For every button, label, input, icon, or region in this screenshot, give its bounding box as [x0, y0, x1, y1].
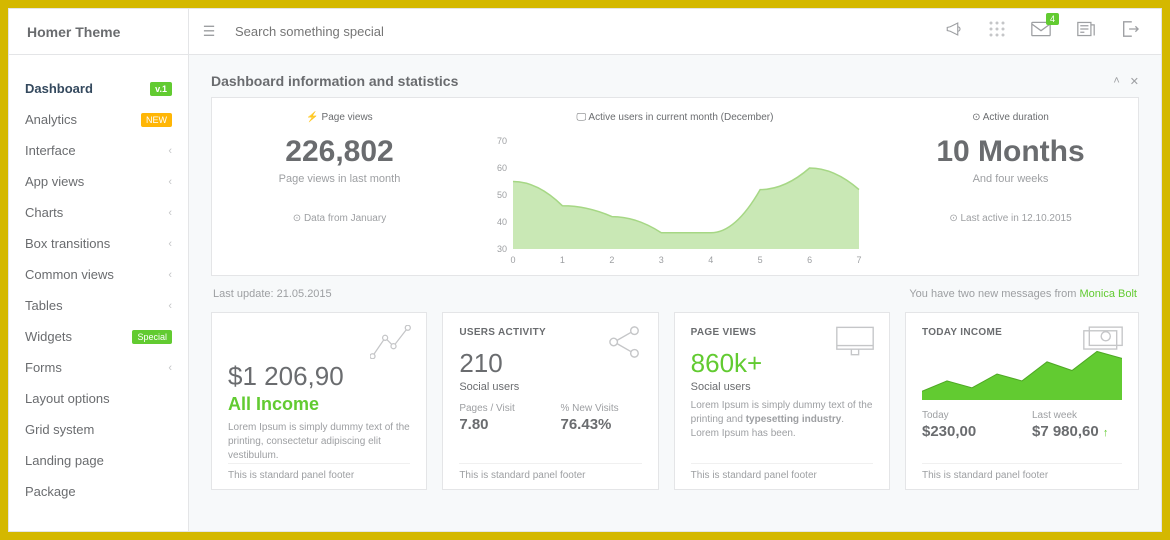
svg-text:3: 3 — [659, 255, 664, 265]
logout-icon[interactable] — [1121, 20, 1139, 43]
sidebar: Dashboardv.1AnalyticsNEWInterface‹App vi… — [9, 55, 189, 531]
brand-logo: Homer Theme — [9, 9, 189, 54]
menu-toggle-icon[interactable]: ☰ — [189, 23, 229, 40]
sidebar-item-forms[interactable]: Forms‹ — [9, 352, 188, 383]
today-col2-label: Last week — [1032, 410, 1122, 421]
page-title: Dashboard information and statistics — [211, 73, 458, 89]
card-users-activity: USERS ACTIVITY 210 Social users Pages / … — [442, 312, 658, 490]
monitor-icon — [835, 325, 875, 362]
users-col1-val: 7.80 — [459, 416, 540, 433]
svg-text:0: 0 — [510, 255, 515, 265]
collapse-icon[interactable]: ˄ — [1113, 75, 1119, 88]
pageviews-desc: Lorem Ipsum is simply dummy text of the … — [691, 399, 873, 441]
hero-panel: ⚡ Page views 226,802 Page views in last … — [211, 97, 1139, 276]
messages-sender-link[interactable]: Monica Bolt — [1080, 288, 1137, 300]
svg-text:5: 5 — [758, 255, 763, 265]
today-col1-val: $230,00 — [922, 423, 1012, 440]
hero-right-foot: ⊙ Last active in 12.10.2015 — [901, 213, 1120, 224]
sidebar-item-widgets[interactable]: WidgetsSpecial — [9, 321, 188, 352]
svg-text:70: 70 — [497, 136, 507, 146]
card-page-views: PAGE VIEWS 860k+ Social users Lorem Ipsu… — [674, 312, 890, 490]
sidebar-item-layout-options[interactable]: Layout options — [9, 383, 188, 414]
card-today-income: TODAY INCOME Today$230,00 Last week$7 98… — [905, 312, 1139, 490]
svg-text:60: 60 — [497, 163, 507, 173]
sidebar-item-analytics[interactable]: AnalyticsNEW — [9, 104, 188, 135]
search-input[interactable] — [229, 18, 529, 45]
pageviews-footer: This is standard panel footer — [691, 463, 873, 481]
messages-icon[interactable]: 4 — [1031, 21, 1051, 42]
sidebar-item-dashboard[interactable]: Dashboardv.1 — [9, 73, 188, 104]
newspaper-icon[interactable] — [1077, 21, 1095, 42]
hero-right-value: 10 Months — [901, 135, 1120, 169]
today-col2-val: $7 980,60 ↑ — [1032, 423, 1122, 440]
svg-text:7: 7 — [856, 255, 861, 265]
sidebar-item-box-transitions[interactable]: Box transitions‹ — [9, 228, 188, 259]
analytics-icon — [370, 325, 412, 364]
income-title: All Income — [228, 394, 410, 415]
hero-left-value: 226,802 — [230, 135, 449, 169]
svg-text:40: 40 — [497, 217, 507, 227]
svg-text:6: 6 — [807, 255, 812, 265]
hero-right-label: ⊙ Active duration — [901, 112, 1120, 123]
messages-badge: 4 — [1046, 13, 1059, 25]
sidebar-item-package[interactable]: Package — [9, 476, 188, 507]
announce-icon[interactable] — [945, 21, 963, 42]
active-users-chart: 30 40 50 60 70 0 1 2 3 4 5 6 7 — [485, 135, 865, 265]
income-footer: This is standard panel footer — [228, 463, 410, 481]
hero-right-sub: And four weeks — [901, 173, 1120, 185]
users-col2-label: % New Visits — [561, 403, 642, 414]
svg-text:4: 4 — [708, 255, 713, 265]
cash-icon — [1082, 325, 1124, 358]
sidebar-item-app-views[interactable]: App views‹ — [9, 166, 188, 197]
pageviews-sub: Social users — [691, 381, 873, 393]
users-col2-val: 76.43% — [561, 416, 642, 433]
svg-text:1: 1 — [560, 255, 565, 265]
apps-grid-icon[interactable] — [989, 21, 1005, 42]
sidebar-item-tables[interactable]: Tables‹ — [9, 290, 188, 321]
card-all-income: $1 206,90 All Income Lorem Ipsum is simp… — [211, 312, 427, 490]
sidebar-item-common-views[interactable]: Common views‹ — [9, 259, 188, 290]
hero-left-sub: Page views in last month — [230, 173, 449, 185]
search-container — [229, 18, 945, 45]
sidebar-item-charts[interactable]: Charts‹ — [9, 197, 188, 228]
users-col1-label: Pages / Visit — [459, 403, 540, 414]
users-footer: This is standard panel footer — [459, 463, 641, 481]
svg-text:2: 2 — [609, 255, 614, 265]
hero-left-foot: ⊙ Data from January — [230, 213, 449, 224]
sidebar-item-landing-page[interactable]: Landing page — [9, 445, 188, 476]
today-col1-label: Today — [922, 410, 1012, 421]
income-value: $1 206,90 — [228, 361, 410, 392]
svg-text:50: 50 — [497, 190, 507, 200]
users-sub: Social users — [459, 381, 641, 393]
sidebar-item-interface[interactable]: Interface‹ — [9, 135, 188, 166]
hero-mid-label: 🖵 Active users in current month (Decembe… — [485, 112, 865, 123]
income-desc: Lorem Ipsum is simply dummy text of the … — [228, 421, 410, 463]
today-footer: This is standard panel footer — [922, 463, 1122, 481]
close-icon[interactable]: ✕ — [1130, 75, 1139, 88]
svg-text:30: 30 — [497, 244, 507, 254]
share-icon — [606, 325, 644, 364]
last-update: Last update: 21.05.2015 — [213, 288, 332, 300]
messages-notice: You have two new messages from Monica Bo… — [909, 288, 1137, 300]
hero-left-label: ⚡ Page views — [230, 112, 449, 123]
sidebar-item-grid-system[interactable]: Grid system — [9, 414, 188, 445]
